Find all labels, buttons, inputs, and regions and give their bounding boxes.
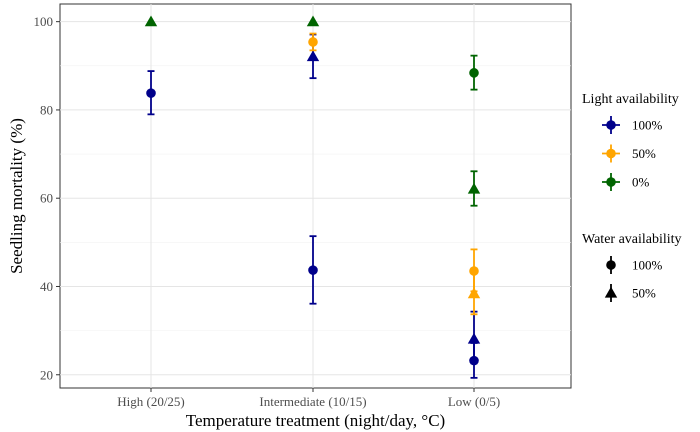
data-points <box>144 15 481 379</box>
legend-light-entry: 100% <box>602 116 663 134</box>
data-point <box>469 54 479 91</box>
triangle-marker <box>467 182 481 194</box>
legend-marker <box>604 286 618 298</box>
legend-label: 100% <box>632 258 663 273</box>
y-tick-label: 40 <box>40 279 53 294</box>
circle-marker <box>469 68 479 78</box>
circle-marker <box>308 37 318 47</box>
data-point <box>306 15 320 27</box>
y-axis-title: Seedling mortality (%) <box>7 118 26 274</box>
plot-panel <box>59 3 572 389</box>
data-point <box>308 32 318 52</box>
legend-marker <box>606 148 616 159</box>
y-tick-label: 100 <box>34 14 54 29</box>
data-point <box>467 271 481 316</box>
circle-marker <box>146 88 156 98</box>
legend-label: 100% <box>632 118 663 133</box>
legend-marker <box>606 120 616 130</box>
data-point <box>308 235 318 305</box>
legend-marker <box>606 177 616 187</box>
x-tick-label: Intermediate (10/15) <box>259 394 366 409</box>
legend-light-title: Light availability <box>582 92 679 107</box>
data-point <box>146 70 156 116</box>
y-tick-label: 60 <box>40 191 53 206</box>
x-tick-label: Low (0/5) <box>448 394 500 409</box>
legend-marker <box>606 260 616 270</box>
legend-water-title: Water availability <box>582 232 682 247</box>
legend-label: 50% <box>632 286 656 301</box>
triangle-marker <box>144 15 158 27</box>
legend-light-entry: 50% <box>602 144 656 163</box>
x-tick-labels: High (20/25) Intermediate (10/15) Low (0/5… <box>117 388 500 409</box>
x-axis-title: Temperature treatment (night/day, °C) <box>186 411 445 430</box>
triangle-marker <box>306 15 320 27</box>
data-point <box>467 170 481 207</box>
legend-label: 0% <box>632 175 650 190</box>
data-point <box>144 15 158 27</box>
y-tick-label: 80 <box>40 102 53 117</box>
triangle-marker <box>467 287 481 299</box>
legend-label: 50% <box>632 146 656 161</box>
x-tick-label: High (20/25) <box>117 394 185 409</box>
legend-light-availability: Light availability 100% 50% 0% <box>582 92 679 191</box>
circle-marker <box>308 265 318 275</box>
triangle-marker <box>306 50 320 62</box>
y-tick-labels: 20 40 60 80 100 <box>34 14 60 382</box>
y-tick-label: 20 <box>40 367 53 382</box>
legend-light-entry: 0% <box>602 173 650 191</box>
legend-water-entry: 50% <box>604 284 656 302</box>
legend-water-entry: 100% <box>606 256 663 274</box>
triangle-marker <box>467 332 481 344</box>
legend-water-availability: Water availability 100% 50% <box>582 232 682 302</box>
